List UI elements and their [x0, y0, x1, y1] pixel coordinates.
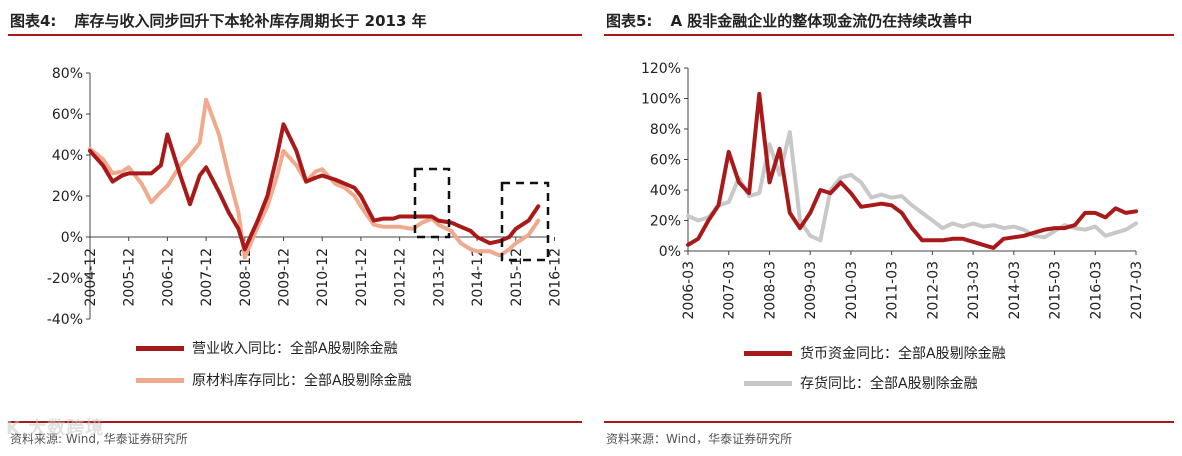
series-line-secondary — [88, 97, 541, 260]
title-rule — [604, 34, 1174, 36]
x-tick-label: 2010-12 — [315, 248, 331, 307]
x-tick-label: 2008-03 — [762, 261, 778, 320]
y-tick-label: 80% — [52, 66, 83, 82]
y-tick-label: 20% — [650, 214, 681, 230]
x-tick-label: 2016-12 — [547, 248, 563, 307]
y-tick-label: 0% — [61, 230, 83, 246]
chart-title-text: 库存与收入同步回升下本轮补库存周期长于 2013 年 — [74, 12, 427, 30]
y-tick-label: 80% — [650, 122, 681, 138]
footer-rule — [604, 421, 1174, 423]
x-tick-label: 2012-12 — [393, 248, 409, 307]
y-tick-label: 100% — [641, 92, 681, 108]
source-note: 资料来源：Wind，华泰证券研究所 — [606, 432, 793, 446]
legend-swatch-stock — [744, 381, 792, 386]
x-tick-label: 2004-12 — [83, 248, 99, 307]
x-tick-label: 2014-12 — [470, 248, 486, 307]
x-tick-label: 2014-03 — [1007, 261, 1023, 320]
y-tick-label: 120% — [641, 61, 681, 77]
chart-title-number: 图表4: — [10, 12, 57, 30]
line-chart-inventory-revenue: 80% 60% 40% 20% 0% -20% -40%2004-12 2005-12 2006… — [47, 66, 564, 328]
y-tick-label: 40% — [52, 148, 83, 164]
chart-title: 图表4: 库存与收入同步回升下本轮补库存周期长于 2013 年 — [10, 10, 427, 31]
chart-title-number: 图表5: — [606, 12, 653, 30]
chart-title: 图表5: A 股非金融企业的整体现金流仍在持续改善中 — [606, 10, 972, 31]
x-tick-label: 2011-03 — [885, 261, 901, 320]
x-tick-label: 2009-03 — [803, 261, 819, 320]
y-tick-label: 20% — [52, 189, 83, 205]
y-tick-label: 40% — [650, 183, 681, 199]
x-tick-label: 2016-03 — [1088, 261, 1104, 320]
x-tick-label: 2007-03 — [722, 261, 738, 320]
footer-rule — [8, 421, 582, 423]
x-tick-label: 2015-12 — [509, 248, 525, 307]
watermark-logo: K 大数跨境 — [6, 418, 105, 439]
highlight-box-2013 — [413, 167, 451, 239]
y-tick-label: 60% — [52, 107, 83, 123]
x-tick-label: 2006-03 — [681, 261, 697, 320]
x-tick-label: 2012-03 — [925, 261, 941, 320]
x-tick-label: 2007-12 — [199, 248, 215, 306]
x-tick-label: 2009-12 — [277, 248, 293, 307]
legend-label-cash: 货币资金同比：全部A股剔除金融 — [800, 346, 1006, 362]
x-tick-label: 2005-12 — [122, 248, 138, 307]
x-tick-label: 2017-03 — [1129, 261, 1145, 320]
x-tick-label: 2010-03 — [844, 261, 860, 320]
x-tick-label: 2011-12 — [354, 248, 370, 307]
y-tick-label: 60% — [650, 153, 681, 169]
title-rule — [8, 34, 582, 36]
x-tick-label: 2008-12 — [238, 248, 254, 307]
source-note: 资料来源: Wind, 华泰证券研究所 — [10, 432, 188, 446]
x-tick-label: 2013-12 — [431, 248, 447, 307]
legend-swatch-inventory — [136, 378, 184, 383]
x-tick-label: 2006-12 — [160, 248, 176, 307]
series-line-primary — [88, 122, 541, 252]
legend-swatch-cash — [744, 351, 792, 356]
chart-panel-inventory-revenue: 图表4: 库存与收入同步回升下本轮补库存周期长于 2013 年 80% 60% 40%… — [0, 0, 590, 456]
line-chart-cashflow: 120% 100% 80% 60% 40% 20% 0%2006-03 2007-03 2008… — [641, 61, 1145, 320]
chart-panel-cashflow: 图表5: A 股非金融企业的整体现金流仍在持续改善中 120% 100% 80% 60%… — [596, 0, 1182, 456]
series-line-primary — [686, 91, 1138, 250]
x-tick-label: 2015-03 — [1048, 261, 1064, 320]
highlight-box-2016 — [500, 181, 550, 262]
legend-label-revenue: 营业收入同比：全部A股剔除金融 — [192, 341, 398, 357]
x-tick-label: 2013-03 — [966, 261, 982, 320]
legend-swatch-revenue — [136, 346, 184, 351]
legend-label-inventory: 原材料库存同比：全部A股剔除金融 — [192, 373, 412, 389]
y-tick-label: -20% — [47, 271, 83, 287]
chart-title-text: A 股非金融企业的整体现金流仍在持续改善中 — [670, 12, 973, 30]
y-tick-label: 0% — [659, 244, 681, 260]
y-tick-label: -40% — [47, 312, 83, 328]
legend-label-stock: 存货同比：全部A股剔除金融 — [800, 376, 978, 392]
